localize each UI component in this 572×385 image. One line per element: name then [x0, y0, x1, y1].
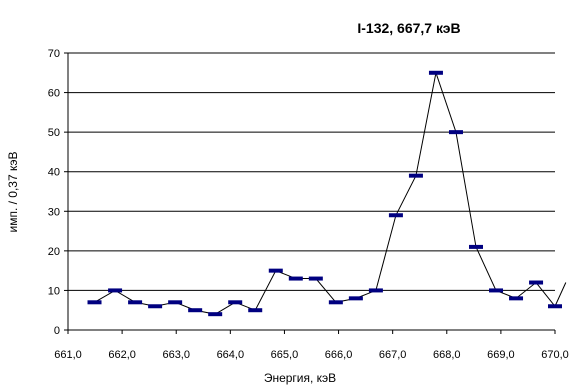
- data-point: [328, 300, 343, 305]
- data-point: [489, 288, 504, 293]
- data-point: [108, 288, 123, 293]
- series-line: [94, 70, 567, 315]
- data-point: [468, 244, 483, 249]
- y-tick-label: 10: [48, 285, 60, 297]
- y-tick-label: 30: [48, 206, 60, 218]
- y-axis-label: имп. / 0,37 кэВ: [6, 152, 20, 233]
- x-tick-label: 662,0: [108, 349, 136, 361]
- data-point: [509, 296, 524, 301]
- x-tick-label: 666,0: [325, 349, 353, 361]
- y-tick-label: 50: [48, 127, 60, 139]
- x-tick-label: 667,0: [379, 349, 407, 361]
- data-point: [308, 276, 323, 281]
- x-tick-label: 668,0: [433, 349, 461, 361]
- data-point: [128, 300, 143, 305]
- y-tick-label: 60: [48, 88, 60, 100]
- data-point: [188, 308, 203, 313]
- x-axis-label: Энергия, кэВ: [264, 371, 336, 385]
- gridlines: [64, 52, 556, 334]
- y-tick-label: 20: [48, 246, 60, 258]
- data-point: [268, 268, 283, 273]
- y-tick-labels: 0 10 20 30 40 50 60 70: [48, 48, 60, 337]
- x-tick-label: 663,0: [162, 349, 190, 361]
- data-point: [168, 300, 183, 305]
- data-point: [388, 213, 403, 218]
- data-point: [228, 300, 243, 305]
- data-point: [148, 304, 163, 309]
- chart-title: I-132, 667,7 кэВ: [357, 20, 460, 36]
- y-tick-label: 40: [48, 167, 60, 179]
- data-point: [87, 300, 102, 305]
- data-point: [368, 288, 383, 293]
- data-point: [288, 276, 303, 281]
- plot-area: [87, 70, 567, 317]
- data-point: [408, 173, 423, 178]
- y-tick-label: 70: [48, 48, 60, 60]
- x-tick-label: 665,0: [271, 349, 299, 361]
- x-tick-label: 670,0: [541, 349, 569, 361]
- data-point: [529, 280, 544, 285]
- data-point: [448, 130, 463, 135]
- y-tick-label: 0: [54, 325, 60, 337]
- x-tick-label: 661,0: [54, 349, 82, 361]
- x-tick-label: 664,0: [217, 349, 245, 361]
- data-point: [548, 304, 562, 309]
- data-point: [208, 312, 223, 317]
- x-tick-labels: 661,0 662,0 663,0 664,0 665,0 666,0 667,0 668,0…: [54, 349, 569, 361]
- data-point: [428, 70, 443, 75]
- data-point: [248, 308, 263, 313]
- data-point: [348, 296, 363, 301]
- x-tick-label: 669,0: [487, 349, 515, 361]
